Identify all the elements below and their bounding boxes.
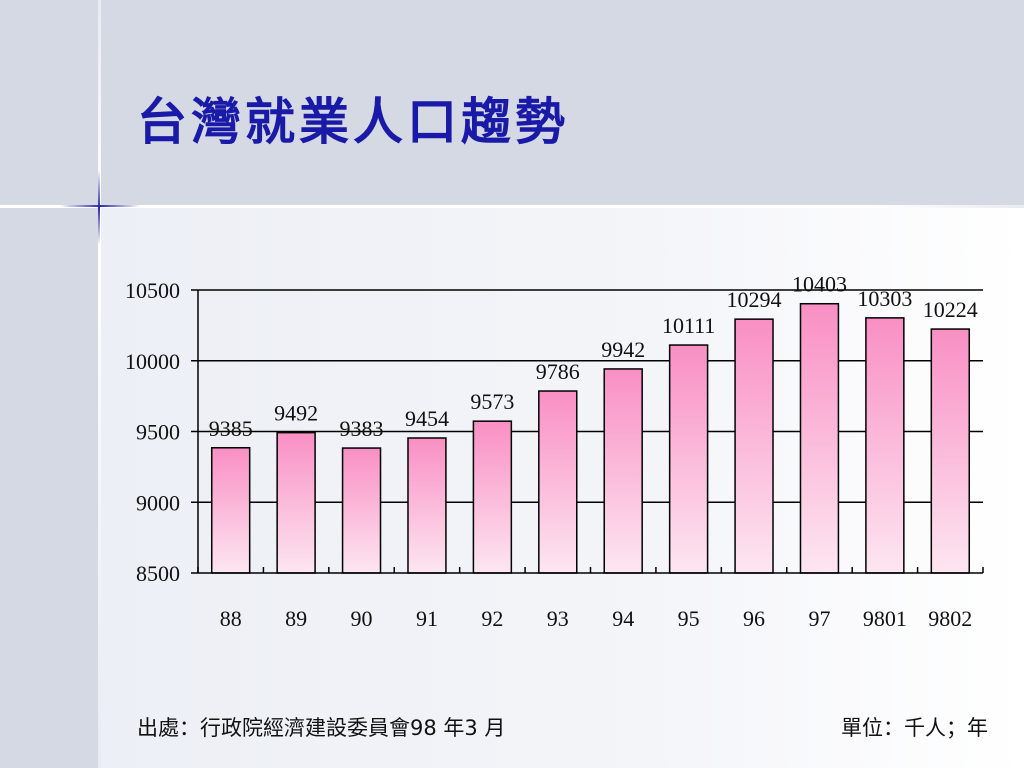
x-tick-label: 97 <box>808 606 830 631</box>
bar <box>472 420 513 574</box>
bar <box>734 318 774 574</box>
slide-title: 台灣就業人口趨勢 <box>137 92 569 151</box>
x-tick-label: 9802 <box>928 606 972 631</box>
x-tick-label: 92 <box>481 606 503 631</box>
source-note: 出處：行政院經濟建設委員會98 年3 月 <box>137 716 506 740</box>
data-label: 10403 <box>792 272 847 297</box>
x-tick-label: 89 <box>285 606 307 631</box>
bar <box>603 368 643 574</box>
y-tick-label: 9000 <box>136 490 180 515</box>
cross-accent-vertical <box>98 170 100 245</box>
bar <box>407 437 447 574</box>
data-label: 9385 <box>209 416 253 441</box>
header-band <box>0 0 1024 205</box>
bar <box>538 390 578 574</box>
bar <box>210 447 251 574</box>
horizontal-divider <box>0 205 1024 208</box>
bar <box>930 328 971 574</box>
data-label: 9383 <box>340 416 384 441</box>
unit-note: 單位：千人；年 <box>841 716 988 740</box>
y-tick-label: 8500 <box>136 561 180 586</box>
x-tick-label: 88 <box>220 606 242 631</box>
x-tick-label: 93 <box>547 606 569 631</box>
data-label: 10224 <box>923 297 978 322</box>
bar <box>341 447 382 574</box>
cross-accent-horizontal <box>60 205 140 207</box>
data-label: 10111 <box>662 313 715 338</box>
y-tick-label: 9500 <box>136 420 180 445</box>
data-label: 10294 <box>727 287 782 312</box>
data-label: 9786 <box>536 359 580 384</box>
bar <box>276 431 316 574</box>
x-tick-label: 9801 <box>863 606 907 631</box>
data-label: 9454 <box>405 406 449 431</box>
x-tick-label: 96 <box>743 606 765 631</box>
data-label: 9573 <box>470 389 514 414</box>
bar <box>668 344 709 574</box>
y-tick-label: 10500 <box>125 278 180 303</box>
data-label: 9492 <box>274 401 318 426</box>
vertical-divider <box>98 0 101 768</box>
x-tick-label: 90 <box>351 606 373 631</box>
x-tick-label: 95 <box>678 606 700 631</box>
y-tick-label: 10000 <box>125 349 180 374</box>
data-label: 10303 <box>857 286 912 311</box>
data-label: 9942 <box>601 337 645 362</box>
bar <box>799 302 840 574</box>
x-tick-label: 94 <box>612 606 634 631</box>
bar <box>865 317 905 574</box>
x-tick-label: 91 <box>416 606 438 631</box>
left-band <box>0 205 100 768</box>
